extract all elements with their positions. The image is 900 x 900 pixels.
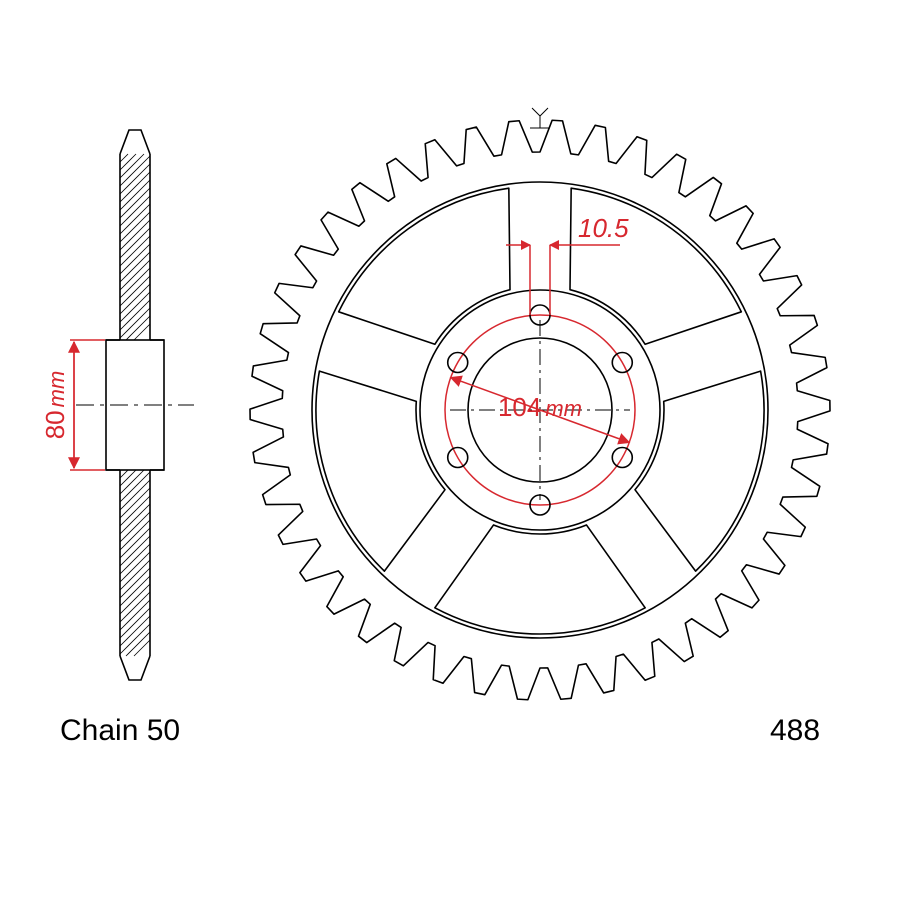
spoke-window (570, 188, 741, 344)
dim-104mm: 104mm (498, 392, 582, 422)
front-view: 104mm 10.5 (250, 108, 830, 700)
spoke-window (316, 371, 445, 571)
dim-80mm: 80mm (40, 371, 70, 440)
spoke-window (635, 371, 764, 571)
spoke-window (435, 525, 645, 634)
part-number: 488 (770, 714, 820, 747)
chain-label: Chain 50 (60, 714, 180, 747)
spoke-window (339, 188, 510, 344)
dim-10-5: 10.5 (578, 213, 629, 243)
side-view: 80mm (40, 130, 194, 680)
